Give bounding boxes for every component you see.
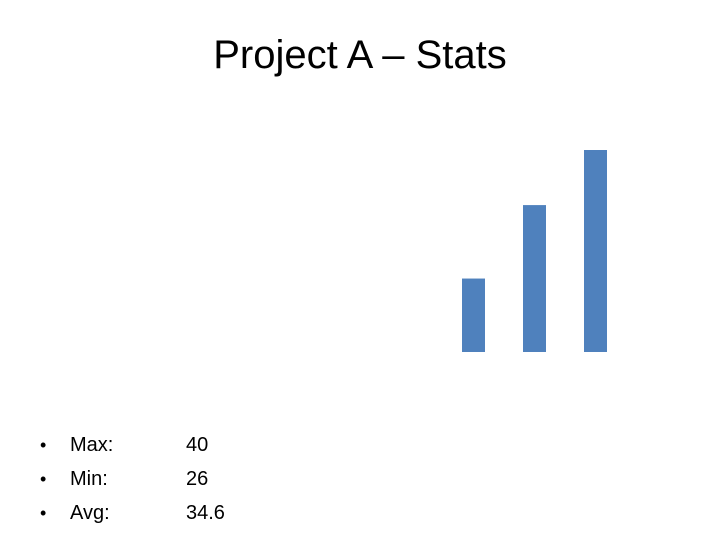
bullet-icon: • <box>40 503 47 523</box>
stat-label-avg: Avg: <box>70 502 110 524</box>
bar-3 <box>584 150 607 352</box>
bullet-icon: • <box>40 469 47 489</box>
stat-row-min: • Min: 26 <box>40 462 340 496</box>
stats-list: • Max: 40 • Min: 26 • Avg: 34.6 <box>40 428 340 530</box>
stat-value-avg: 34.6 <box>186 502 225 524</box>
stat-row-max: • Max: 40 <box>40 428 340 462</box>
slide-title: Project A – Stats <box>213 33 507 77</box>
stat-row-avg: • Avg: 34.6 <box>40 496 340 530</box>
stat-label-min: Min: <box>70 468 108 490</box>
stat-label-max: Max: <box>70 434 114 456</box>
bar-1 <box>462 278 485 352</box>
stat-value-min: 26 <box>186 468 209 490</box>
bullet-icon: • <box>40 435 47 455</box>
chart-bars <box>462 150 607 352</box>
bar-2 <box>523 205 546 352</box>
stat-value-max: 40 <box>186 434 209 456</box>
